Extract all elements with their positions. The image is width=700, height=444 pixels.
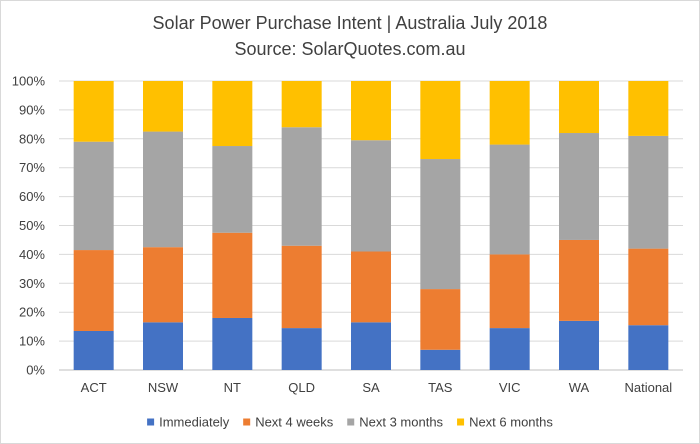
y-tick-label: 20%: [19, 305, 45, 320]
y-tick-label: 60%: [19, 189, 45, 204]
chart-title: Solar Power Purchase Intent | Australia …: [153, 13, 548, 33]
x-tick-label: QLD: [288, 380, 315, 395]
y-axis-ticks: 0% 10% 20% 30% 40% 50% 60% 70% 80% 90% 100%: [12, 74, 46, 378]
y-tick-label: 90%: [19, 102, 45, 117]
bar-segment-nsw-s2: [143, 131, 183, 248]
bar-segment-act-s0: [73, 330, 114, 370]
legend-swatch: [347, 418, 355, 426]
x-tick-label: SA: [362, 380, 380, 395]
bar-segment-nt-s3: [212, 81, 253, 147]
bar-segment-vic-s0: [489, 328, 530, 370]
bar-segment-sa-s1: [351, 251, 391, 323]
bar-segment-wa-s3: [559, 81, 599, 134]
legend-swatch: [147, 418, 155, 426]
bars: [73, 81, 669, 370]
bar-segment-nt-s1: [212, 232, 253, 318]
bar-segment-national-s2: [628, 135, 669, 249]
y-tick-label: 70%: [19, 160, 45, 175]
y-tick-label: 0%: [26, 363, 45, 378]
x-tick-label: VIC: [499, 380, 521, 395]
bar-segment-tas-s0: [420, 349, 461, 370]
x-tick-label: ACT: [81, 380, 107, 395]
x-tick-label: NT: [224, 380, 241, 395]
legend-swatch: [457, 418, 465, 426]
y-tick-label: 10%: [19, 334, 45, 349]
bar-segment-wa-s0: [559, 320, 599, 370]
x-tick-label: National: [624, 380, 672, 395]
bar-segment-vic-s1: [489, 254, 530, 329]
legend-item: Next 3 months: [347, 415, 444, 430]
y-tick-label: 30%: [19, 276, 45, 291]
bar-segment-national-s1: [628, 248, 669, 326]
bar-segment-nsw-s3: [143, 81, 183, 132]
legend: Immediately Next 4 weeks Next 3 months Next…: [147, 415, 553, 430]
bar-segment-sa-s3: [351, 81, 391, 141]
x-tick-label: NSW: [148, 380, 179, 395]
bar-segment-act-s2: [73, 141, 114, 251]
legend-swatch: [243, 418, 251, 426]
bar-segment-wa-s2: [559, 133, 599, 240]
bar-segment-qld-s1: [281, 245, 322, 329]
bar-segment-tas-s3: [420, 81, 461, 160]
legend-item: Immediately: [147, 415, 230, 430]
x-tick-label: WA: [569, 380, 590, 395]
y-tick-label: 40%: [19, 247, 45, 262]
legend-label: Next 4 weeks: [255, 415, 334, 430]
bar-segment-tas-s1: [420, 289, 461, 350]
legend-label: Next 6 months: [469, 415, 553, 430]
bar-segment-nt-s0: [212, 317, 253, 370]
bar-segment-vic-s3: [489, 81, 530, 145]
y-tick-label: 100%: [12, 74, 46, 89]
bar-segment-act-s3: [73, 81, 114, 142]
y-tick-label: 80%: [19, 131, 45, 146]
bar-segment-nt-s2: [212, 146, 253, 233]
bar-segment-qld-s0: [281, 328, 322, 370]
bar-segment-national-s0: [628, 325, 669, 370]
legend-label: Immediately: [159, 415, 230, 430]
bar-segment-national-s3: [628, 81, 669, 136]
bar-segment-wa-s1: [559, 239, 599, 321]
x-tick-label: TAS: [428, 380, 453, 395]
legend-label: Next 3 months: [359, 415, 443, 430]
bar-segment-vic-s2: [489, 144, 530, 255]
bar-segment-sa-s0: [351, 322, 391, 370]
y-tick-label: 50%: [19, 218, 45, 233]
bar-segment-sa-s2: [351, 140, 391, 252]
bar-segment-nsw-s1: [143, 247, 183, 323]
bar-segment-qld-s2: [281, 127, 322, 246]
bar-segment-qld-s3: [281, 81, 322, 128]
bar-segment-nsw-s0: [143, 322, 183, 370]
chart-subtitle: Source: SolarQuotes.com.au: [234, 39, 465, 59]
x-axis-ticks: ACT NSW NT QLD SA TAS VIC WA National: [81, 380, 673, 395]
bar-segment-tas-s2: [420, 159, 461, 290]
legend-item: Next 4 weeks: [243, 415, 334, 430]
bar-segment-act-s1: [73, 250, 114, 331]
legend-item: Next 6 months: [457, 415, 553, 430]
